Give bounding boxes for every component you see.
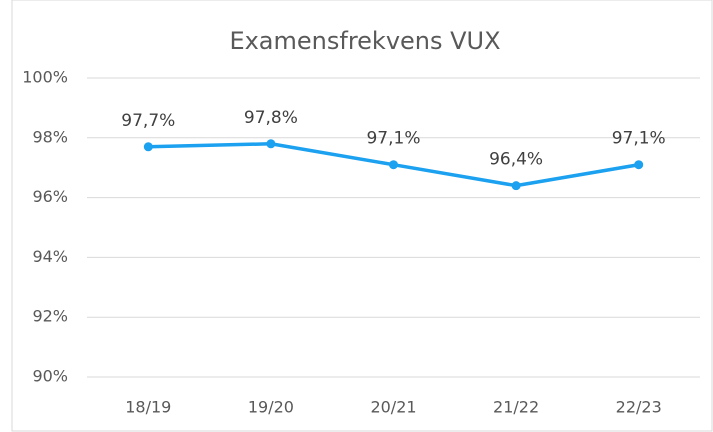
data-label: 97,8% [244, 108, 298, 128]
x-tick-label: 19/20 [248, 398, 294, 417]
data-label: 97,7% [121, 111, 175, 131]
y-tick-label: 96% [32, 187, 68, 206]
x-tick-label: 18/19 [125, 398, 171, 417]
data-label: 97,1% [366, 129, 420, 149]
marker [266, 139, 276, 149]
marker [634, 160, 644, 170]
marker [143, 142, 153, 152]
y-tick-label: 100% [22, 68, 68, 87]
data-label: 96,4% [489, 150, 543, 170]
y-tick-label: 90% [32, 367, 68, 386]
x-tick-label: 22/23 [616, 398, 662, 417]
data-label: 97,1% [612, 129, 666, 149]
y-tick-label: 92% [32, 307, 68, 326]
chart-title: Examensfrekvens VUX [229, 27, 500, 55]
y-tick-label: 94% [32, 247, 68, 266]
y-tick-label: 98% [32, 127, 68, 146]
marker [389, 160, 398, 170]
x-tick-label: 20/21 [370, 398, 416, 417]
chart-border [11, 0, 713, 432]
x-tick-label: 21/22 [493, 398, 539, 417]
marker [511, 181, 521, 191]
